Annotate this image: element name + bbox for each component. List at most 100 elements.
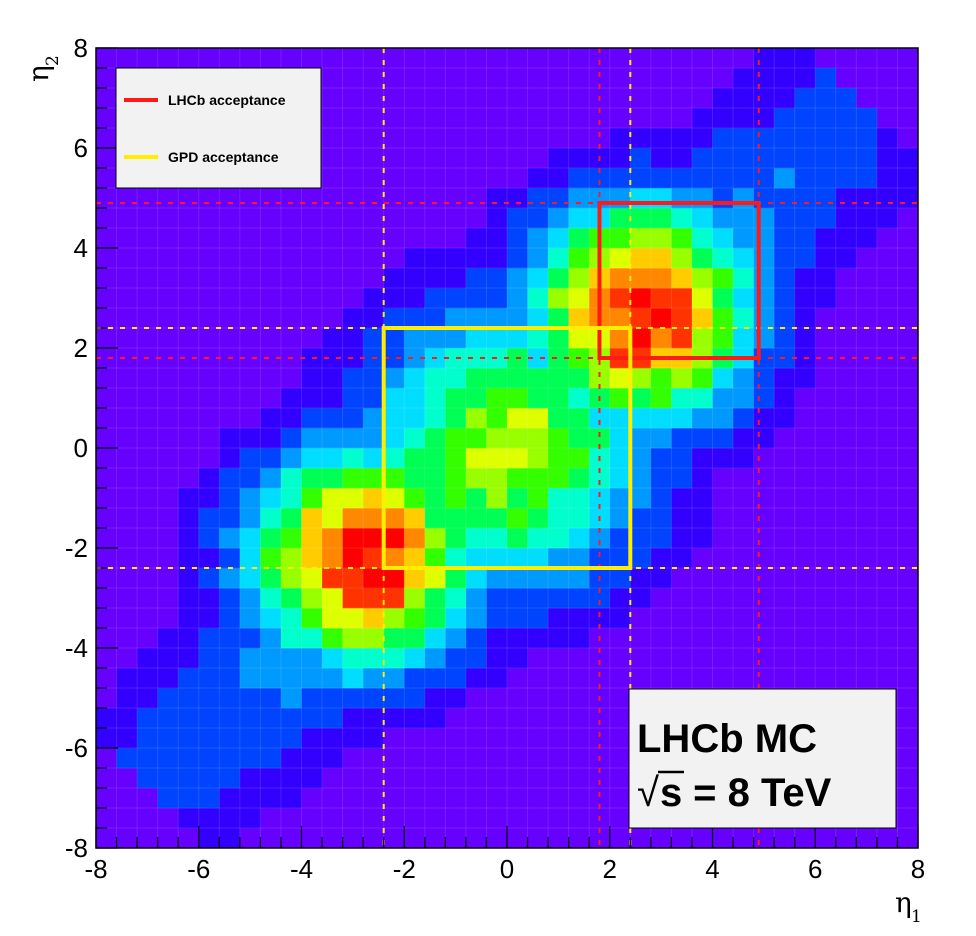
heatmap-cell (548, 608, 569, 629)
heatmap-cell (568, 248, 590, 269)
heatmap-cell (445, 248, 467, 269)
heatmap-cell (445, 588, 467, 609)
heatmap-cell (609, 148, 631, 169)
heatmap-cell (630, 588, 652, 609)
heatmap-cell (691, 508, 713, 529)
heatmap-cells (96, 48, 919, 849)
y-axis-label: η (22, 65, 55, 82)
heatmap-cell (486, 608, 508, 629)
heatmap-cell (219, 568, 241, 589)
heatmap-cell (671, 508, 693, 529)
heatmap-cell (178, 708, 200, 729)
heatmap-cell (383, 388, 405, 409)
heatmap-cell (445, 628, 467, 649)
annotation-energy: = 8 TeV (682, 771, 832, 815)
heatmap-cell (671, 388, 693, 409)
heatmap-cell (630, 248, 652, 269)
heatmap-cell (671, 288, 693, 309)
heatmap-cell (712, 128, 734, 149)
heatmap-cell (363, 528, 384, 549)
heatmap-cell (691, 388, 713, 409)
heatmap-cell (568, 428, 590, 449)
heatmap-cell (794, 168, 816, 189)
heatmap-cell (137, 708, 158, 729)
heatmap-cell (630, 468, 652, 489)
heatmap-cell (691, 248, 713, 269)
heatmap-cell (116, 668, 138, 689)
y-tick-label: 2 (74, 333, 88, 363)
heatmap-cell (424, 388, 446, 409)
heatmap-cell (691, 168, 713, 189)
heatmap-cell (383, 408, 405, 429)
heatmap-cell (815, 288, 837, 309)
heatmap-cell (465, 628, 487, 649)
heatmap-cell (609, 568, 631, 589)
heatmap-cell (198, 748, 220, 769)
heatmap-cell (712, 408, 734, 429)
y-tick-label: -6 (65, 733, 88, 763)
heatmap-cell (239, 728, 261, 749)
heatmap-cell (178, 568, 200, 589)
heatmap-cell (753, 388, 775, 409)
heatmap-cell (589, 608, 611, 629)
heatmap-cell (486, 188, 508, 209)
heatmap-cell (835, 88, 857, 109)
x-tick-label: 2 (603, 854, 617, 884)
heatmap-cell (609, 208, 631, 229)
heatmap-cell (733, 68, 754, 89)
heatmap-cell (322, 448, 343, 469)
annotation-line1: LHCb MC (637, 717, 817, 761)
x-tick-label: -8 (84, 854, 107, 884)
heatmap-cell (527, 448, 549, 469)
y-tick-label: 0 (74, 433, 88, 463)
heatmap-cell (280, 668, 302, 689)
heatmap-cell (835, 168, 857, 189)
heatmap-cell (383, 588, 405, 609)
heatmap-cell (342, 388, 364, 409)
heatmap-cell (383, 708, 405, 729)
heatmap-cell (301, 548, 323, 569)
heatmap-cell (589, 168, 611, 189)
heatmap-cell (465, 368, 487, 389)
heatmap-cell (322, 348, 343, 369)
heatmap-cell (568, 288, 590, 309)
heatmap-cell (301, 448, 323, 469)
heatmap-cell (219, 728, 241, 749)
heatmap-cell (404, 568, 426, 589)
heatmap-cell (712, 288, 734, 309)
heatmap-cell (383, 508, 405, 529)
heatmap-cell (568, 188, 590, 209)
heatmap-cell (774, 168, 795, 189)
heatmap-cell (650, 208, 672, 229)
heatmap-cell (445, 648, 467, 669)
heatmap-cell (733, 168, 754, 189)
heatmap-cell (650, 388, 672, 409)
heatmap-cell (876, 168, 898, 189)
heatmap-cell (733, 328, 754, 349)
heatmap-cell (507, 428, 528, 449)
heatmap-cell (239, 448, 261, 469)
heatmap-cell (897, 148, 919, 169)
heatmap-cell (691, 128, 713, 149)
heatmap-cell (589, 488, 611, 509)
heatmap-cell (507, 468, 528, 489)
heatmap-cell (445, 328, 467, 349)
heatmap-cell (219, 488, 241, 509)
heatmap-cell (507, 548, 528, 569)
heatmap-cell (650, 188, 672, 209)
heatmap-cell (712, 388, 734, 409)
heatmap-cell (507, 308, 528, 329)
heatmap-cell (774, 308, 795, 329)
heatmap-cell (280, 428, 302, 449)
heatmap-cell (137, 648, 158, 669)
x-axis-label: η (895, 886, 912, 919)
heatmap-cell (239, 688, 261, 709)
heatmap-cell (198, 528, 220, 549)
heatmap-cell (486, 228, 508, 249)
heatmap-cell (856, 188, 878, 209)
heatmap-cell (301, 388, 323, 409)
heatmap-cell (609, 188, 631, 209)
heatmap-cell (198, 588, 220, 609)
heatmap-cell (239, 488, 261, 509)
heatmap-cell (733, 128, 754, 149)
